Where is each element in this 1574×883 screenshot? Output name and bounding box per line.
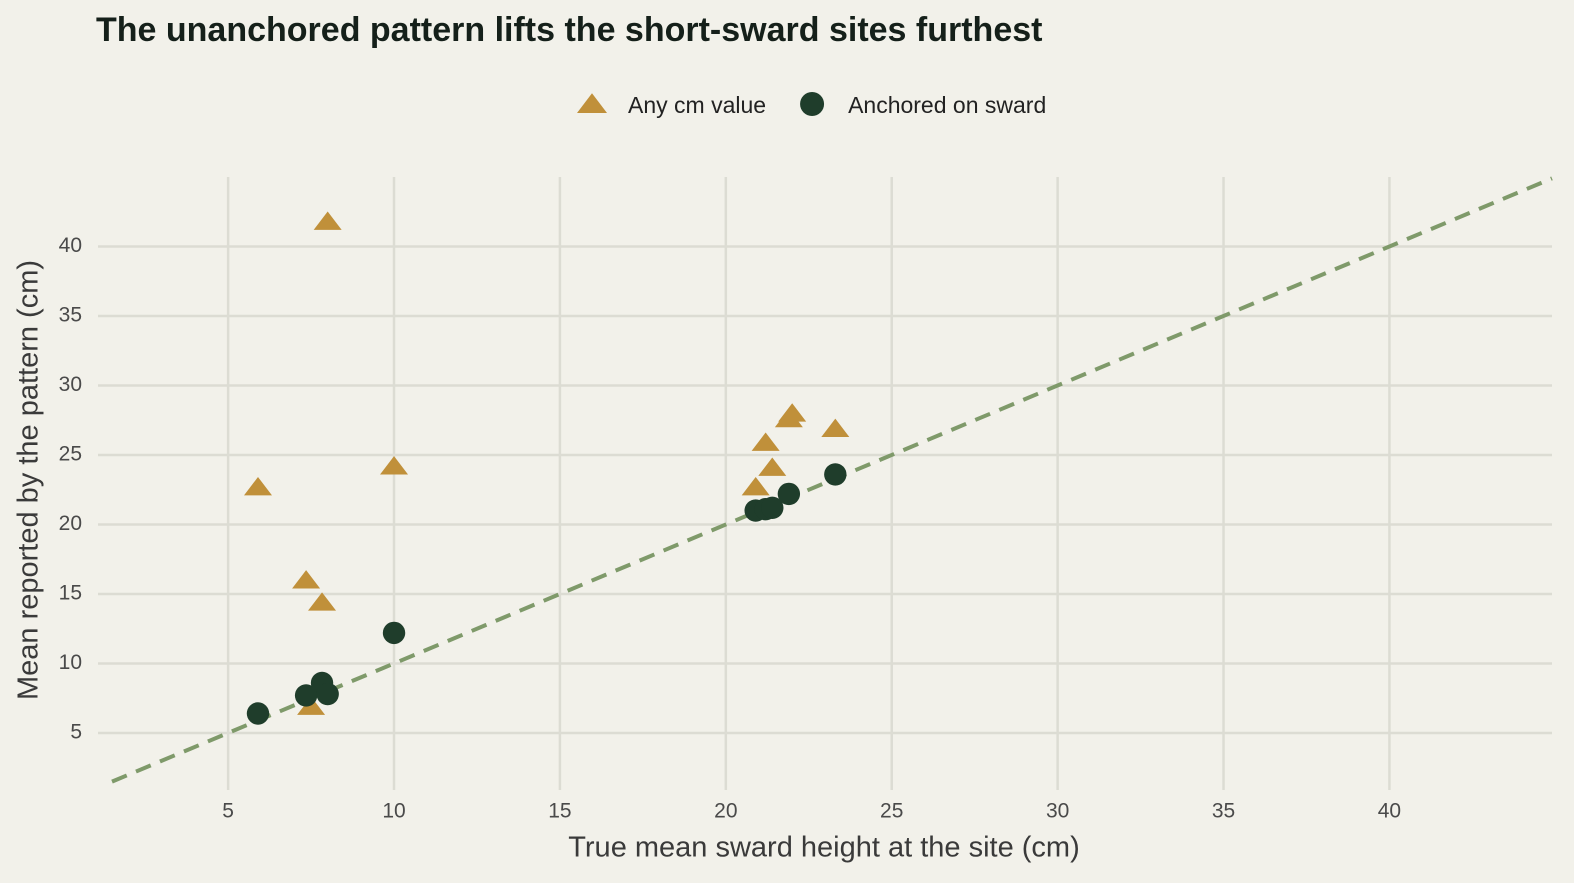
triangle-point (741, 476, 770, 496)
triangle-point (821, 418, 850, 437)
triangle-point (243, 476, 272, 496)
triangle-point (751, 432, 780, 451)
x-tick-label: 35 (1212, 800, 1235, 823)
x-tick-label: 10 (382, 800, 405, 823)
legend-label: Any cm value (628, 92, 766, 118)
circle-point (761, 496, 784, 519)
chart-title: The unanchored pattern lifts the short-s… (96, 11, 1042, 49)
y-tick-label: 40 (59, 234, 82, 257)
y-tick-label: 35 (59, 304, 82, 327)
y-tick-label: 5 (70, 721, 82, 744)
y-axis-title: Mean reported by the pattern (cm) (13, 260, 45, 700)
triangle-point (313, 211, 342, 230)
circle-point (382, 621, 406, 645)
x-tick-label: 40 (1378, 800, 1401, 823)
x-tick-label: 25 (880, 800, 903, 823)
x-axis-title: True mean sward height at the site (cm) (568, 832, 1079, 864)
circle-point (316, 682, 339, 706)
x-tick-label: 30 (1046, 800, 1069, 823)
triangle-point (380, 456, 409, 475)
x-tick-label: 15 (548, 800, 571, 823)
x-tick-label: 5 (222, 800, 234, 823)
circle-point (246, 702, 270, 725)
y-tick-label: 15 (59, 582, 82, 605)
triangle-point (297, 696, 326, 715)
legend-label: Anchored on sward (848, 92, 1046, 118)
y-tick-label: 10 (59, 651, 82, 674)
circle-point (294, 684, 318, 707)
triangle-point (577, 93, 607, 113)
circle-point (824, 463, 847, 486)
triangle-point (292, 570, 321, 589)
triangle-point (778, 403, 807, 422)
y-tick-label: 25 (59, 443, 82, 466)
x-tick-label: 20 (714, 800, 737, 823)
triangle-point (308, 592, 337, 611)
circle-point (800, 92, 825, 116)
y-tick-label: 30 (59, 373, 82, 396)
circle-point (777, 482, 801, 506)
triangle-point (758, 457, 787, 476)
y-tick-label: 20 (59, 512, 82, 535)
